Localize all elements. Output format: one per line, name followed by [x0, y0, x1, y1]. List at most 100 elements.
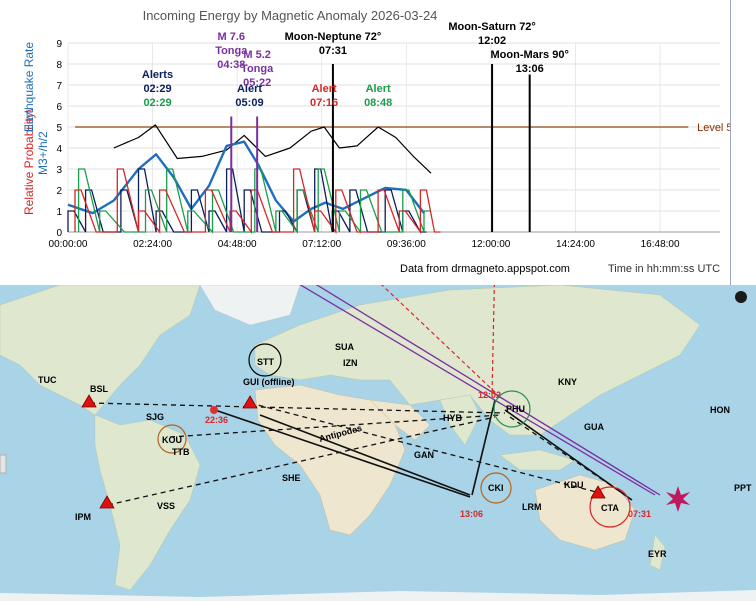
red-link-2 — [381, 285, 499, 396]
station-izn: IZN — [343, 358, 358, 368]
station-lrm: LRM — [522, 502, 542, 512]
data-source-note: Data from drmagneto.appspot.com — [400, 263, 570, 275]
station-kou: KOU — [162, 435, 182, 445]
series-line-envelope — [113, 124, 432, 174]
y-tick-label: 7 — [56, 81, 62, 92]
station-gan: GAN — [414, 450, 434, 460]
x-tick-label: 16:48:00 — [641, 239, 680, 250]
x-tick-label: 09:36:00 — [387, 239, 426, 250]
event-label: 05:09 — [235, 97, 263, 109]
chart-svg: Incoming Energy by Magnetic Anomaly 2026… — [22, 8, 730, 275]
circle-cta — [589, 486, 631, 528]
event-label: 04:38 — [217, 59, 245, 71]
y-tick-label: 6 — [56, 102, 62, 113]
arrow-cki-phu — [471, 399, 496, 496]
landmass-india — [439, 394, 481, 446]
station-vss: VSS — [157, 501, 175, 511]
event-label: M 7.6 — [218, 31, 246, 43]
station-hyb: HYB — [443, 413, 463, 423]
y-axis-label-blue-2: M3+/h/2 — [36, 131, 50, 175]
y-tick-label: 2 — [56, 186, 62, 197]
purple-link-2 — [315, 285, 661, 496]
tonga-star — [666, 486, 690, 512]
y-axis-label-blue: Earthquake Rate — [22, 42, 36, 132]
x-tick-label: 07:12:00 — [302, 239, 341, 250]
circle-cki — [480, 472, 512, 504]
landmass-arabia — [369, 399, 431, 441]
station-gui: GUI (offline) — [243, 377, 295, 387]
landmass-north-america — [0, 285, 201, 416]
x-tick-label: 14:24:00 — [556, 239, 595, 250]
arrow-gui-cta — [259, 414, 471, 496]
y-tick-label: 5 — [56, 123, 62, 134]
solid-arrows — [214, 399, 633, 501]
station-sua: SUA — [335, 342, 355, 352]
station-phu: PHU — [506, 404, 525, 414]
event-label: Moon-Saturn 72° — [448, 21, 536, 33]
landmass-australia — [534, 474, 636, 551]
event-label: M 5.2 — [243, 49, 271, 61]
time-labels: 22:36 12:02 13:06 07:31 — [205, 390, 651, 519]
station-bsl: BSL — [90, 384, 109, 394]
landmass-greenland — [199, 285, 301, 326]
event-label: Alerts — [142, 69, 173, 81]
red-dashed-links — [381, 285, 499, 396]
purple-link-1 — [299, 285, 656, 496]
chart-panel: Incoming Energy by Magnetic Anomaly 2026… — [0, 0, 731, 286]
event-label-second: 02:29 — [143, 97, 171, 109]
event-label: Tonga — [215, 45, 248, 57]
landmass-antarctica — [0, 590, 756, 601]
link-bsl-phu — [89, 402, 506, 414]
x-tick-label: 04:48:00 — [218, 239, 257, 250]
event-label: Tonga — [241, 63, 274, 75]
circle-stt — [248, 343, 282, 377]
triangle-ipm — [99, 495, 115, 509]
map-svg: TUC BSL SJG KOU TTB IPM VSS STT GUI (off… — [0, 285, 756, 601]
landmass-africa — [254, 384, 406, 536]
event-label: 13:06 — [516, 63, 544, 75]
landmass-eurasia — [254, 285, 701, 436]
x-tick-label: 02:24:00 — [133, 239, 172, 250]
map-scroll-handle[interactable] — [0, 454, 7, 474]
station-circles — [157, 343, 631, 528]
y-tick-label: 9 — [56, 39, 62, 50]
station-ipm: IPM — [75, 512, 91, 522]
series-lines — [67, 124, 441, 235]
event-label: 07:16 — [310, 97, 338, 109]
station-kny: KNY — [558, 377, 577, 387]
arrow-phu-cta — [504, 409, 633, 501]
circle-kou — [157, 424, 187, 454]
event-label: Alert — [312, 83, 337, 95]
x-tick-label: 00:00:00 — [49, 239, 88, 250]
event-label: Moon-Mars 90° — [491, 49, 569, 61]
station-stt: STT — [257, 357, 275, 367]
event-label: 12:02 — [478, 35, 506, 47]
station-ttb: TTB — [172, 447, 190, 457]
x-axis-label: Time in hh:mm:ss UTC — [608, 263, 720, 275]
landmass-indonesia — [499, 449, 576, 471]
y-tick-labels: 0 1 2 3 4 5 6 7 8 9 — [56, 39, 62, 239]
red-link-1 — [491, 285, 495, 396]
time-0731: 07:31 — [628, 509, 651, 519]
triangle-bsl — [81, 394, 97, 408]
station-tuc: TUC — [38, 375, 57, 385]
y-tick-label: 1 — [56, 207, 62, 218]
world-map: TUC BSL SJG KOU TTB IPM VSS STT GUI (off… — [0, 285, 756, 601]
station-hon: HON — [710, 405, 730, 415]
y-tick-label: 8 — [56, 60, 62, 71]
map-close-icon[interactable] — [735, 291, 747, 303]
station-gua: GUA — [584, 422, 605, 432]
event-label: 02:29 — [143, 83, 171, 95]
event-bars — [230, 64, 531, 232]
event-label: Alert — [237, 83, 262, 95]
triangle-gui — [242, 395, 258, 409]
marker-2236 — [210, 406, 218, 414]
station-cki: CKI — [488, 483, 504, 493]
epicenter-triangles — [81, 394, 606, 509]
link-ipm-phu — [107, 416, 496, 506]
station-she: SHE — [282, 473, 301, 483]
time-1202: 12:02 — [478, 390, 501, 400]
event-label: Alert — [366, 83, 391, 95]
station-cta: CTA — [601, 503, 619, 513]
